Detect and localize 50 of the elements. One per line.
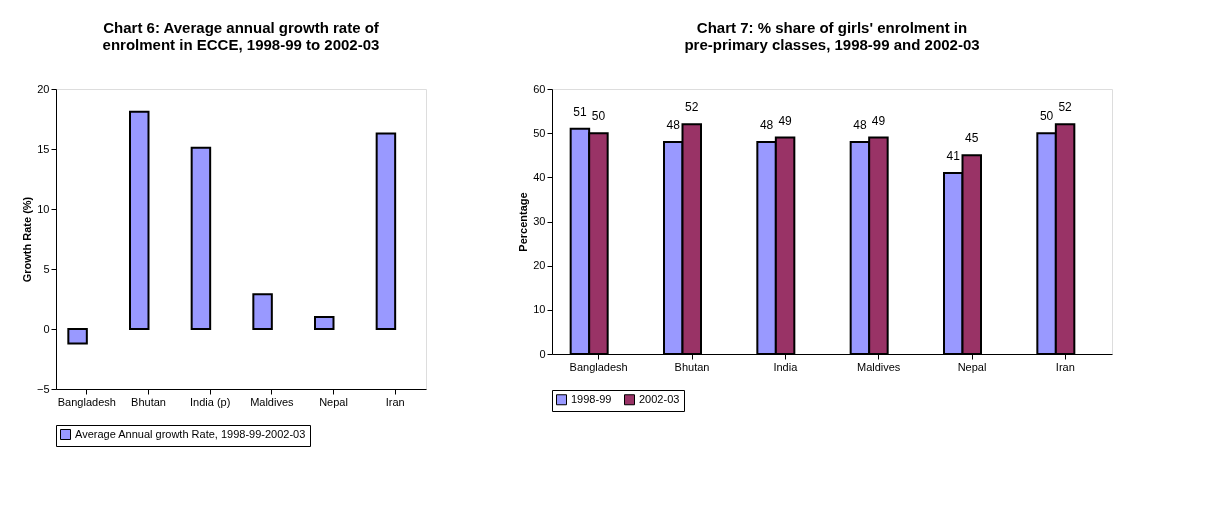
y-tick-label: 5 [43, 262, 50, 275]
x-tick-label: Bangladesh [569, 360, 628, 373]
y-tick-label: −5 [36, 382, 50, 395]
data-label: 41 [946, 148, 961, 163]
data-label: 49 [778, 113, 793, 128]
data-label: 50 [591, 109, 606, 124]
y-tick-label: 50 [533, 126, 546, 139]
data-label: 52 [1058, 100, 1073, 115]
bar [252, 293, 273, 330]
bar [190, 146, 212, 330]
chart-title: Chart 7: % share of girls' enrolment in pre-primary classes, 1998-99 and 2002-03 [684, 19, 980, 53]
x-tick-label: Maldives [856, 360, 901, 373]
x-tick-label: Bhutan [674, 360, 710, 373]
y-tick-label: 20 [37, 82, 50, 95]
y-tick-label: 40 [533, 170, 546, 183]
x-tick-label: India [773, 360, 799, 373]
y-tick-label: 20 [533, 259, 546, 272]
x-tick-label: Bhutan [131, 395, 166, 408]
x-tick-label: India (p) [189, 395, 231, 408]
x-tick-label: Iran [1055, 360, 1075, 373]
data-label: 48 [666, 118, 681, 132]
legend-label: 2002-03 [639, 392, 680, 405]
x-tick-label: Maldives [250, 395, 295, 408]
y-tick-label: 10 [37, 202, 50, 215]
y-tick-label: 30 [533, 215, 546, 227]
y-tick-label: 0 [43, 322, 50, 335]
data-label: 52 [685, 100, 699, 115]
x-tick-label: Bangladesh [57, 395, 116, 408]
bar [375, 132, 397, 330]
data-label: 48 [759, 118, 774, 132]
chart-title: Chart 6: Average annual growth rate of enrolment in ECCE, 1998-99 to 2002-03 [102, 19, 380, 53]
data-label: 48 [853, 118, 867, 132]
y-tick-label: 60 [533, 82, 546, 95]
bar [314, 316, 335, 330]
y-tick-label: 0 [539, 347, 546, 360]
data-label: 45 [965, 131, 979, 146]
legend-label: 1998-99 [571, 392, 612, 405]
x-tick-label: Nepal [957, 360, 987, 373]
y-axis-title: Growth Rate (%) [20, 196, 33, 283]
x-tick-label: Iran [385, 395, 405, 408]
legend-label: Average Annual growth Rate, 1998-99-2002-03 [75, 427, 306, 440]
bar [129, 110, 150, 330]
y-tick-label: 15 [37, 142, 50, 155]
data-label: 49 [871, 113, 886, 128]
data-label: 50 [1039, 109, 1054, 124]
y-axis-title: Percentage [517, 192, 530, 252]
bar [67, 328, 88, 345]
y-tick-label: 10 [533, 303, 546, 316]
data-label: 51 [573, 104, 587, 119]
x-tick-label: Nepal [319, 395, 348, 408]
